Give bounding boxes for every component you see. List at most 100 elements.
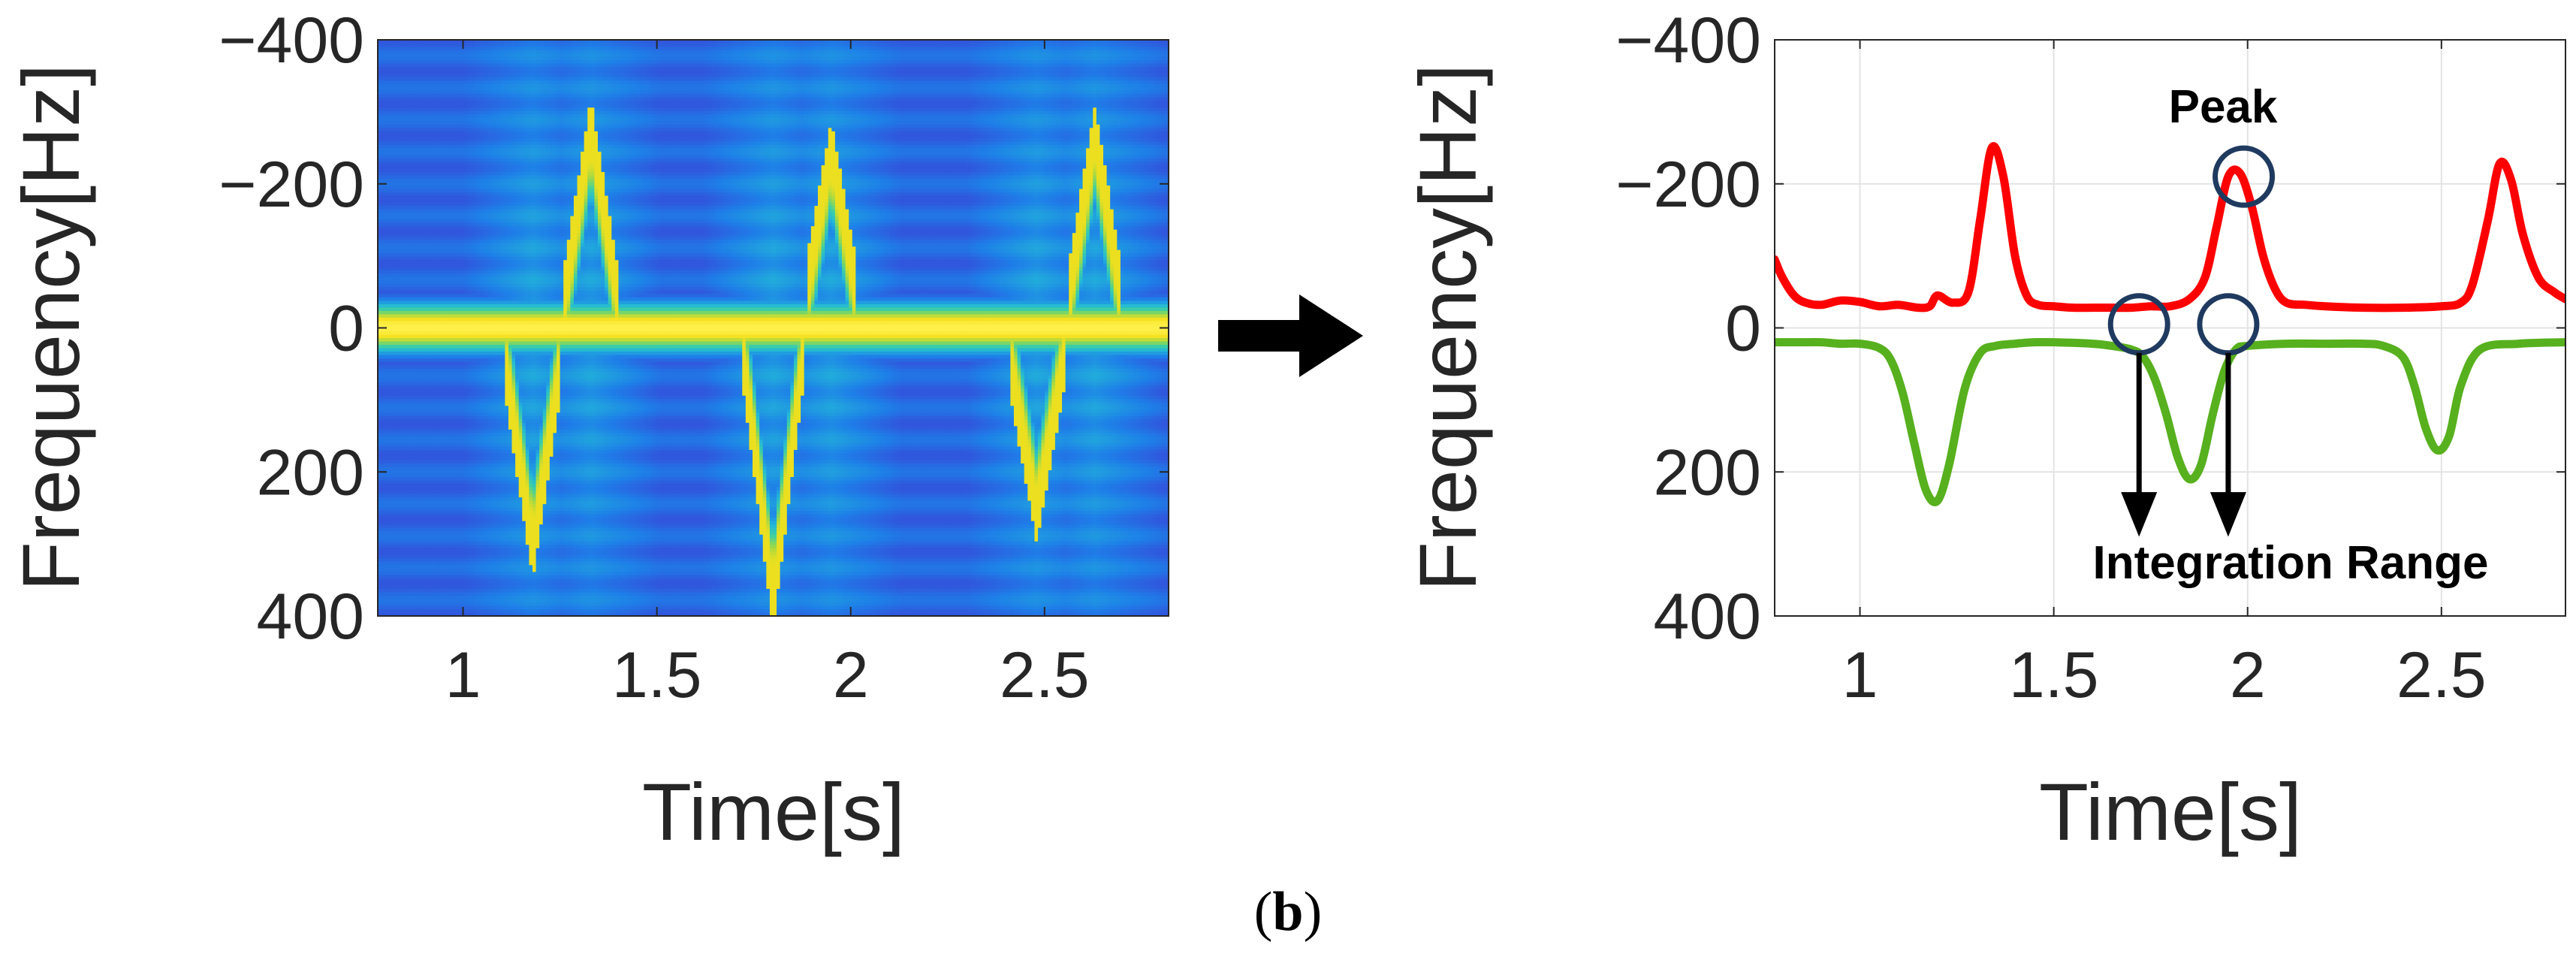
heat-cell — [457, 446, 461, 451]
heat-cell — [457, 270, 461, 275]
heat-cell — [391, 406, 396, 410]
heat-cell — [442, 345, 448, 349]
heat-cell — [426, 243, 430, 247]
heat-cell — [439, 518, 444, 522]
heat-cell — [467, 216, 472, 220]
heat-cell — [391, 199, 396, 204]
heat-cell — [474, 419, 478, 424]
heat-cell — [426, 209, 430, 213]
heat-cell — [394, 297, 400, 302]
heat-cell — [477, 114, 482, 119]
heat-cell — [426, 409, 430, 413]
heat-cell — [460, 256, 465, 261]
heat-cell — [463, 43, 468, 47]
heat-cell — [388, 101, 393, 105]
heat-cell — [477, 256, 482, 261]
heat-cell — [477, 148, 482, 152]
heat-cell — [433, 534, 437, 539]
heat-cell — [474, 399, 478, 403]
heat-cell — [402, 341, 406, 346]
heat-cell — [378, 101, 382, 105]
heat-cell — [467, 40, 472, 44]
heat-cell — [446, 97, 451, 101]
heat-cell — [470, 249, 475, 254]
heat-cell — [418, 294, 424, 298]
heat-cell — [418, 484, 424, 488]
heat-cell — [446, 581, 451, 587]
heat-cell — [450, 521, 454, 525]
heat-cell — [474, 141, 478, 146]
heat-cell — [398, 60, 403, 65]
heat-cell — [450, 233, 454, 237]
heat-cell — [429, 114, 433, 119]
heat-cell — [460, 80, 465, 85]
heat-cell — [381, 290, 385, 295]
heat-cell — [439, 270, 444, 275]
heat-cell — [433, 101, 437, 105]
heat-cell — [394, 446, 400, 451]
heat-cell — [474, 558, 478, 563]
heat-cell — [442, 121, 448, 125]
heat-cell — [385, 331, 389, 336]
heat-cell — [381, 317, 385, 322]
heat-cell — [470, 290, 475, 295]
heat-cell — [418, 442, 424, 448]
heat-cell — [439, 581, 444, 587]
heat-cell — [409, 270, 413, 275]
heat-cell — [453, 538, 457, 542]
heat-cell — [429, 280, 433, 285]
heat-cell — [474, 439, 478, 444]
heat-cell — [415, 511, 420, 515]
heat-cell — [381, 439, 385, 444]
heat-cell — [477, 206, 482, 210]
heat-cell — [453, 484, 457, 488]
heat-cell — [402, 531, 406, 536]
heat-cell — [467, 608, 472, 614]
heat-cell — [439, 446, 444, 451]
heat-cell — [439, 348, 444, 352]
heat-cell — [467, 236, 472, 240]
heat-cell — [453, 40, 457, 44]
heat-cell — [412, 206, 417, 210]
heat-cell — [388, 392, 393, 397]
heat-cell — [436, 608, 441, 614]
heat-cell — [446, 595, 451, 600]
heat-cell — [415, 365, 420, 370]
heat-cell — [467, 229, 472, 234]
heat-cell — [467, 365, 472, 370]
heat-cell — [388, 487, 393, 491]
heat-cell — [450, 352, 454, 356]
heat-cell — [442, 219, 448, 224]
heat-cell — [436, 388, 441, 393]
heat-cell — [446, 199, 451, 204]
heat-cell — [457, 375, 461, 379]
heat-cell — [470, 558, 475, 563]
heat-cell — [415, 90, 420, 95]
heat-cell — [446, 338, 451, 343]
heat-cell — [467, 385, 472, 390]
heat-cell — [391, 158, 396, 163]
heat-cell — [402, 87, 406, 92]
heat-cell — [412, 128, 417, 132]
heat-cell — [450, 588, 454, 593]
heat-cell — [388, 581, 393, 587]
heat-cell — [381, 43, 385, 47]
heat-cell — [381, 56, 385, 61]
heat-cell — [457, 124, 461, 129]
heat-cell — [405, 372, 409, 376]
heat-cell — [378, 321, 382, 325]
heat-cell — [446, 379, 451, 383]
heat-cell — [412, 565, 417, 569]
heat-cell — [385, 226, 389, 231]
heat-cell — [385, 372, 389, 376]
heat-cell — [446, 365, 451, 370]
heat-cell — [412, 182, 417, 186]
heat-cell — [453, 243, 457, 247]
heat-cell — [457, 551, 461, 556]
heat-cell — [418, 276, 424, 282]
heat-cell — [412, 518, 417, 522]
heat-cell — [433, 341, 437, 346]
heat-cell — [381, 246, 385, 251]
heat-cell — [412, 229, 417, 234]
heat-cell — [460, 469, 465, 475]
